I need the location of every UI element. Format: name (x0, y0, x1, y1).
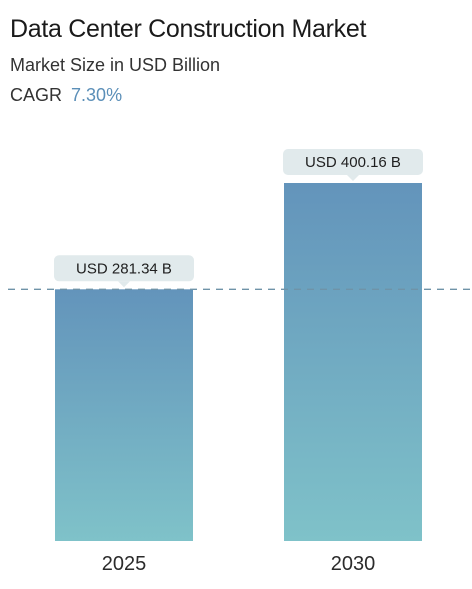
data-label-pointer (347, 175, 359, 181)
x-tick-label: 2030 (331, 553, 376, 575)
bar-2030 (284, 183, 422, 541)
x-tick-label: 2025 (102, 553, 147, 575)
data-label-box (54, 255, 194, 282)
data-label-2025: USD 281.34 B (54, 255, 194, 288)
chart-title: Data Center Construction Market (10, 15, 367, 43)
chart-header: Data Center Construction Market Market S… (10, 14, 366, 106)
data-label-text: USD 400.16 B (305, 154, 401, 171)
cagr-row: CAGR 7.30% (10, 84, 366, 106)
data-label-text: USD 281.34 B (76, 260, 172, 277)
bar-2025 (55, 289, 193, 541)
data-label-box (283, 149, 423, 175)
chart-subtitle: Market Size in USD Billion (10, 55, 221, 75)
cagr-value: 7.30% (71, 85, 123, 105)
data-label-pointer (118, 281, 130, 288)
data-label-2030: USD 400.16 B (283, 149, 423, 181)
cagr-label: CAGR (10, 85, 63, 105)
